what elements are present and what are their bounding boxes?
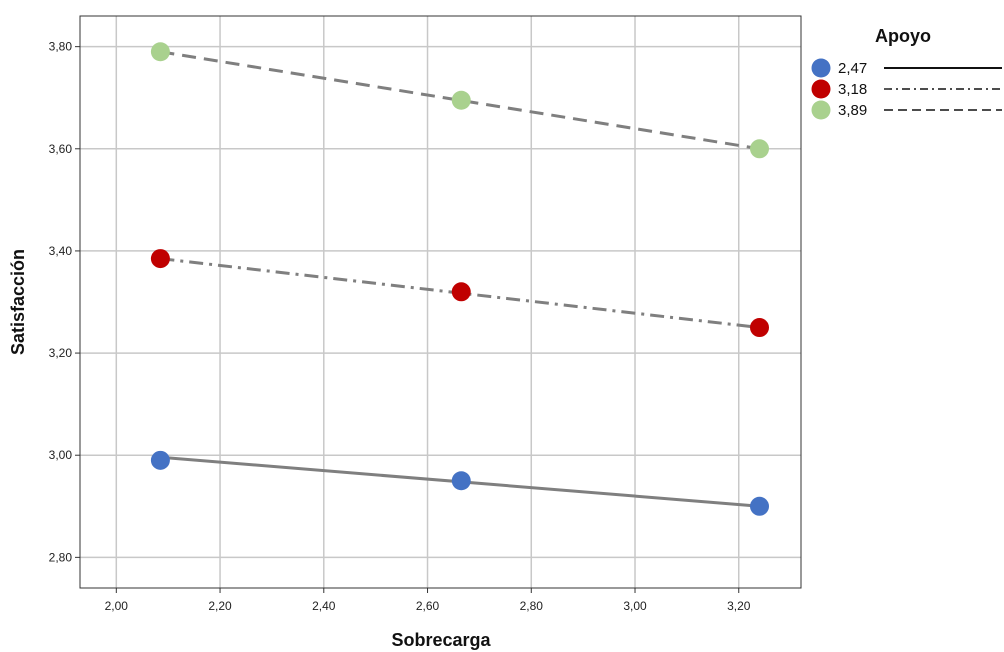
legend-title: Apoyo: [875, 26, 931, 46]
data-point: [750, 318, 770, 338]
y-tick-label: 3,40: [49, 244, 73, 258]
grid: [80, 16, 801, 588]
data-point: [451, 282, 471, 302]
y-tick-label: 3,00: [49, 448, 73, 462]
x-tick-label: 2,20: [208, 599, 232, 613]
series-line-2: [160, 50, 760, 151]
data-point: [750, 496, 770, 516]
y-tick-label: 3,60: [49, 142, 73, 156]
x-tick-label: 3,20: [727, 599, 751, 613]
y-tick-label: 2,80: [49, 550, 73, 564]
legend-label: 2,47: [838, 60, 867, 77]
x-tick-label: 2,00: [105, 599, 129, 613]
y-tick-label: 3,20: [49, 346, 73, 360]
x-tick-label: 2,40: [312, 599, 336, 613]
plot-frame: [79, 15, 802, 589]
data-point: [451, 471, 471, 491]
data-point: [150, 450, 170, 470]
y-axis: 2,80 3,00 3,20 3,40 3,60 3,80: [49, 40, 80, 564]
legend-label: 3,89: [838, 102, 867, 119]
x-tick-label: 2,80: [520, 599, 544, 613]
legend-marker: [811, 79, 831, 99]
legend-label: 3,18: [838, 81, 867, 98]
data-point: [750, 139, 770, 159]
legend: Apoyo 2,47 3,18 3,89: [811, 26, 1002, 120]
data-point: [150, 42, 170, 62]
data-point: [150, 249, 170, 269]
series-lines: [160, 50, 760, 508]
legend-marker: [811, 58, 831, 78]
x-axis-title: Sobrecarga: [391, 630, 491, 650]
y-axis-title: Satisfacción: [8, 249, 28, 355]
data-point: [451, 90, 471, 110]
x-tick-label: 2,60: [416, 599, 440, 613]
y-tick-label: 3,80: [49, 40, 73, 54]
x-tick-label: 3,00: [623, 599, 647, 613]
legend-marker: [811, 100, 831, 120]
series-points: [150, 42, 770, 516]
x-axis: 2,00 2,20 2,40 2,60 2,80 3,00 3,20: [105, 588, 751, 613]
